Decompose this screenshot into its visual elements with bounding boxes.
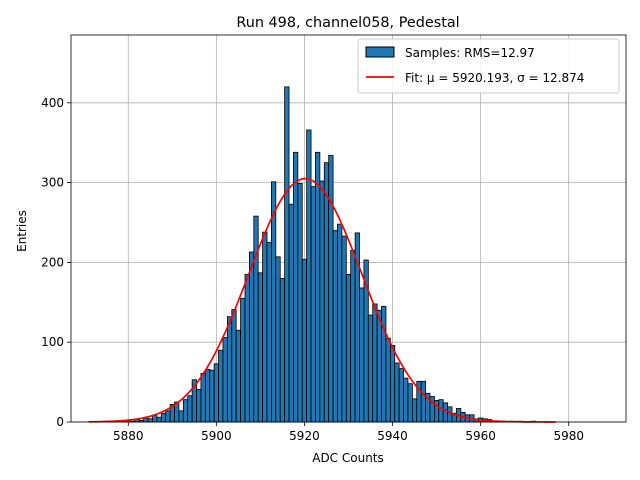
histogram-bar (279, 277, 286, 423)
histogram-bar (226, 316, 233, 423)
histogram-bar (143, 417, 149, 423)
histogram-bar (306, 129, 312, 423)
x-tick-label: 5960 (465, 429, 496, 443)
x-axis-label: ADC Counts (312, 451, 384, 465)
histogram-bar (407, 383, 413, 423)
histogram-bar (332, 230, 338, 423)
histogram-bar (337, 223, 343, 423)
histogram-bar (310, 186, 316, 423)
legend-histogram-label: Samples: RMS=12.97 (405, 46, 535, 60)
histogram-bar (262, 231, 268, 423)
histogram-bar (376, 309, 382, 423)
x-tick-label: 5980 (553, 429, 584, 443)
histogram-bar (235, 329, 241, 423)
histogram-bar (297, 183, 303, 423)
histogram-bar (350, 250, 356, 423)
histogram-bar (447, 406, 453, 423)
histogram-bar (244, 273, 250, 423)
y-tick-label: 400 (41, 96, 64, 110)
histogram-bar (165, 410, 171, 423)
histogram-bar (398, 368, 404, 423)
histogram-bar (372, 303, 378, 423)
histogram-bar (328, 155, 334, 423)
histogram-bars (103, 86, 537, 423)
grid (71, 35, 626, 423)
y-tick-label: 0 (56, 415, 64, 429)
histogram-bar (323, 162, 330, 423)
histogram-bar (152, 415, 158, 423)
histogram-bar (222, 337, 228, 423)
x-tick-label: 5900 (201, 429, 232, 443)
legend-box (357, 38, 620, 94)
y-axis-ticks: 0 100 200 300 400 (41, 96, 71, 429)
histogram-bar (213, 363, 219, 423)
histogram-bar (178, 410, 184, 423)
histogram-bar (196, 388, 202, 423)
gaussian-fit-line (88, 177, 556, 423)
legend-histogram-swatch (365, 46, 395, 58)
histogram-bar (367, 314, 374, 423)
histogram-bar (389, 344, 396, 423)
histogram-bar (345, 273, 352, 423)
x-axis-ticks: 5880 5900 5920 5940 5960 5980 (113, 422, 584, 443)
histogram-bar (359, 287, 365, 423)
legend-fit-label: Fit: μ = 5920.193, σ = 12.874 (405, 71, 584, 85)
x-tick-label: 5880 (113, 429, 144, 443)
histogram-bar (156, 416, 162, 423)
histogram-bar (253, 215, 259, 423)
histogram-bar (438, 399, 444, 423)
histogram-bar (257, 272, 264, 423)
histogram-bar (315, 151, 321, 423)
histogram-bar (231, 309, 237, 423)
histogram-bar (284, 86, 290, 423)
histogram-bar (209, 369, 215, 423)
histogram-bar (411, 398, 418, 423)
histogram-bar (275, 256, 281, 423)
histogram-bar (385, 337, 391, 423)
histogram-bar (160, 412, 167, 423)
histogram-bar (187, 395, 193, 423)
plot-frame (70, 34, 627, 423)
histogram-bar (301, 258, 308, 423)
x-tick-label: 5920 (289, 429, 320, 443)
histogram-bar (266, 242, 272, 423)
histogram-bar (147, 418, 153, 423)
y-tick-label: 200 (41, 255, 64, 269)
histogram-bar (218, 349, 224, 423)
chart-title: Run 498, channel058, Pedestal (236, 15, 459, 31)
histogram-bar (204, 368, 211, 423)
y-axis-label: Entries (15, 210, 29, 252)
histogram-bar (248, 251, 255, 423)
histogram-bar (403, 377, 409, 423)
histogram-bar (240, 297, 246, 423)
legend: Samples: RMS=12.97 Fit: μ = 5920.193, σ … (357, 38, 620, 94)
histogram-bar (420, 380, 426, 423)
histogram-bar (288, 203, 294, 423)
x-tick-label: 5940 (377, 429, 408, 443)
y-tick-label: 300 (41, 176, 64, 190)
histogram-bar (182, 399, 189, 423)
histogram-bar (394, 362, 400, 423)
histogram-bar (319, 180, 325, 423)
y-tick-label: 100 (41, 335, 64, 349)
histogram-bar (200, 372, 206, 423)
histogram-bar (442, 402, 449, 423)
histogram-bar (341, 235, 347, 423)
histogram-bar (293, 151, 299, 423)
